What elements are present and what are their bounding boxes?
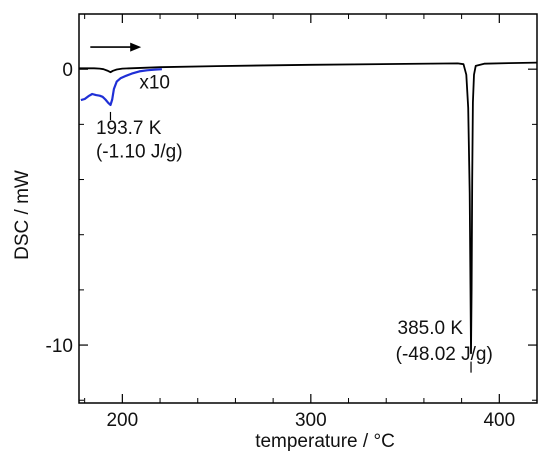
annotation-label: 385.0 K xyxy=(398,318,464,339)
x-tick-label: 200 xyxy=(106,410,138,431)
y-tick-label: 0 xyxy=(62,60,73,81)
annotation-label: x10 xyxy=(139,72,170,93)
y-tick-label: -10 xyxy=(46,336,73,357)
axis-ticks: 200 300 400 0 -10 xyxy=(46,13,538,431)
plot-area: x10 193.7 K(-1.10 J/g) 385.0 K (-48.02 J/g) xyxy=(78,13,538,404)
annotation-label: (-1.10 J/g) xyxy=(96,141,183,162)
y-axis-title: DSC / mW xyxy=(12,170,33,260)
plot-frame xyxy=(78,13,538,404)
dsc-curve-x10 xyxy=(80,68,162,107)
x-tick-label: 300 xyxy=(295,410,327,431)
dsc-curve xyxy=(79,61,538,355)
annotation-label: (-48.02 J/g) xyxy=(396,344,493,365)
annotation-label: 193.7 K xyxy=(96,118,162,139)
x-tick-label: 400 xyxy=(483,410,515,431)
heating-arrow-head xyxy=(130,42,142,52)
x-axis-title: temperature / °C xyxy=(255,431,395,452)
axis-labels: temperature / °C DSC / mW xyxy=(12,170,395,452)
